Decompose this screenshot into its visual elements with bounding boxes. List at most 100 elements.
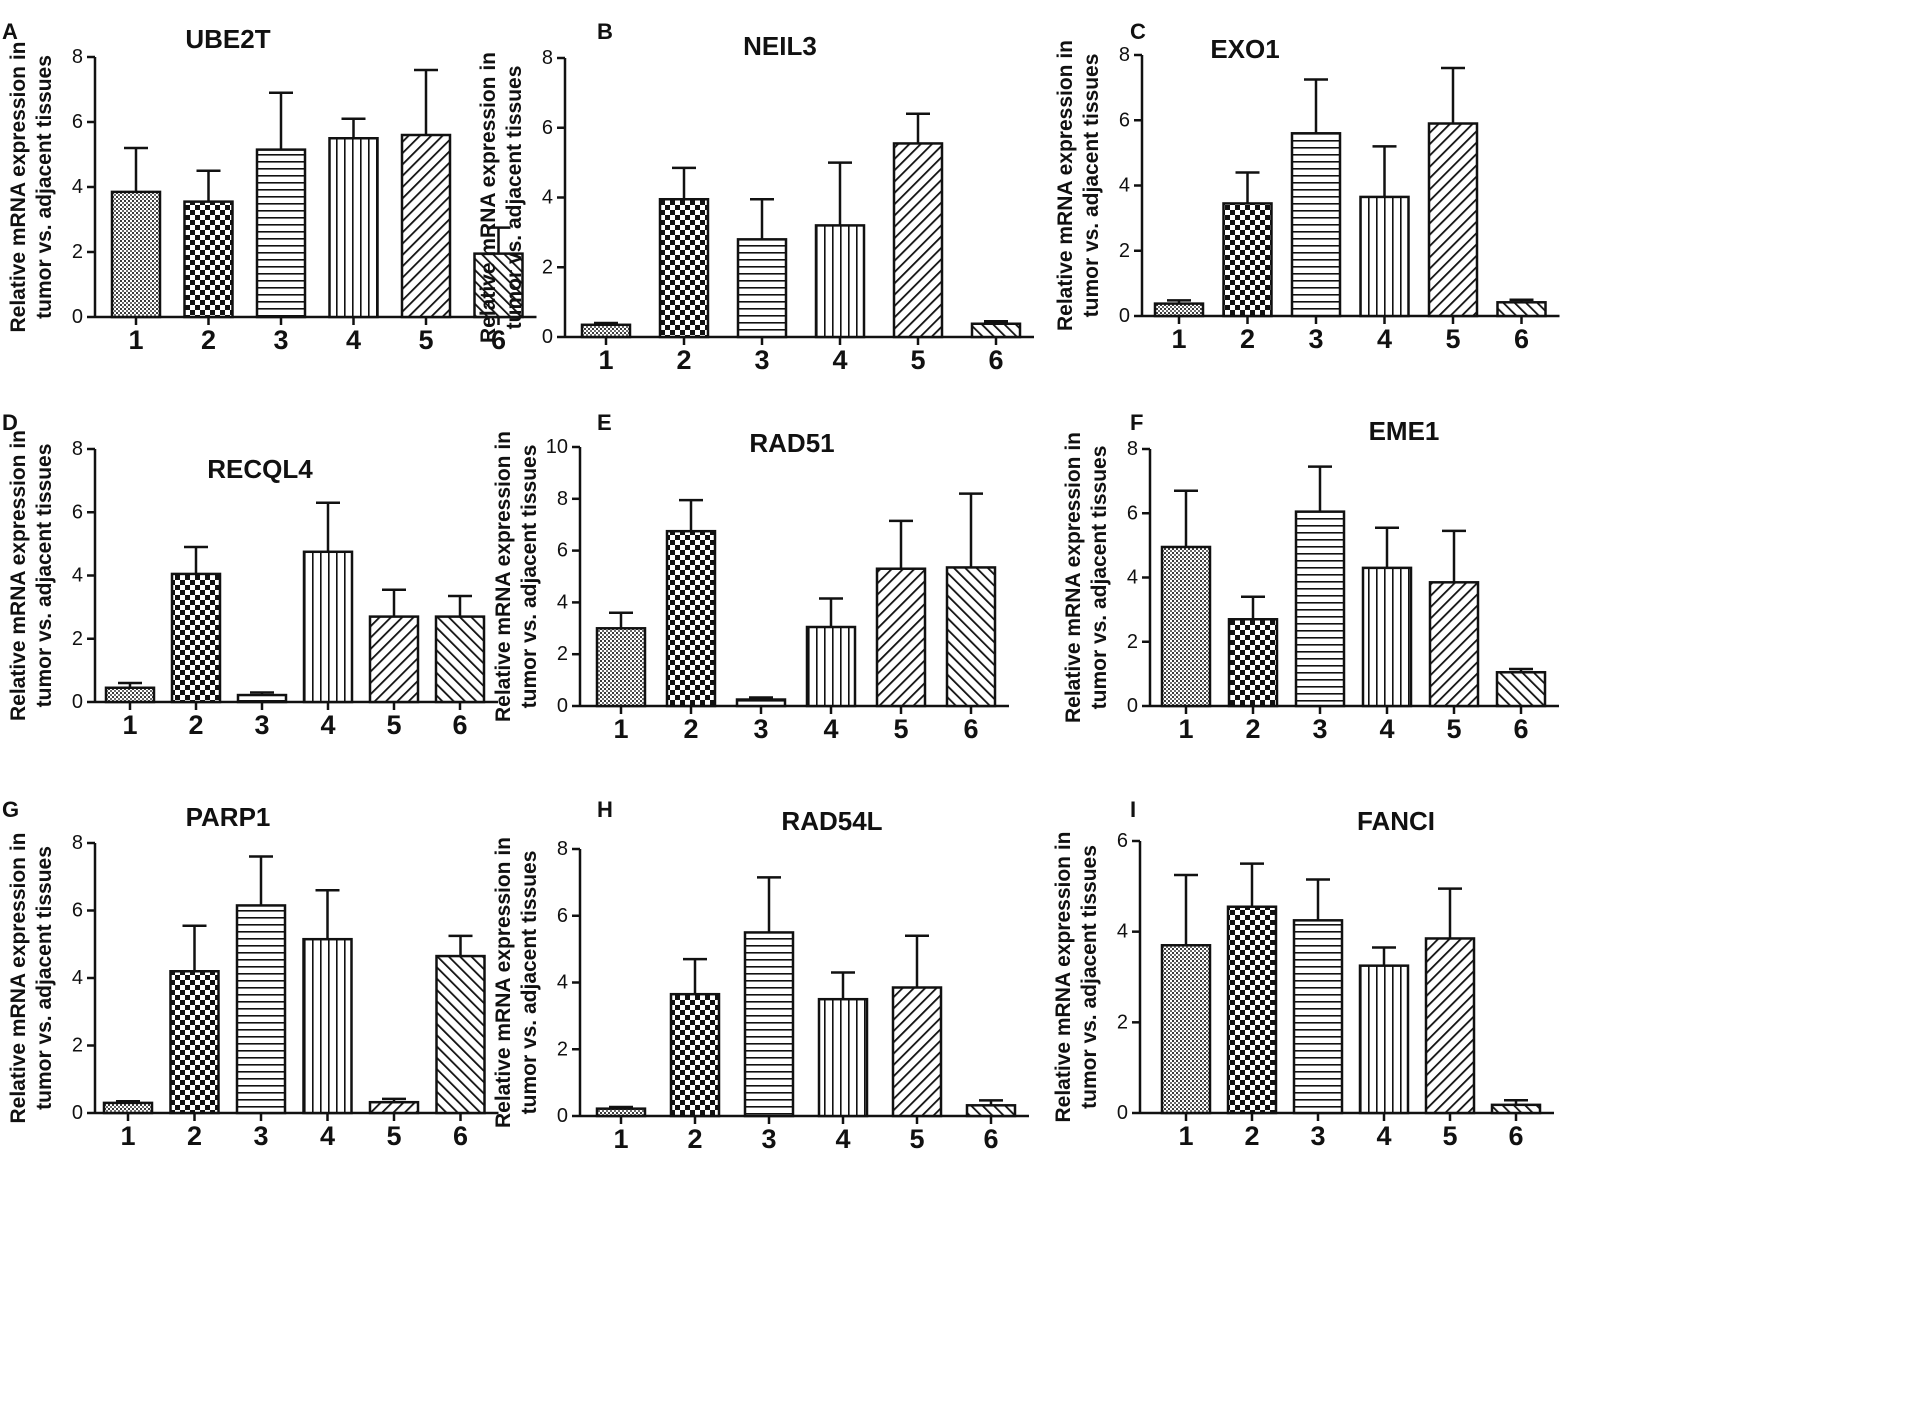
y-tick-label: 2: [557, 643, 568, 665]
bar-6: [434, 615, 486, 704]
bar-3: [743, 931, 795, 1118]
x-tick-label: 3: [273, 325, 288, 355]
bar-6: [1496, 301, 1547, 318]
bar-2: [170, 572, 222, 704]
y-tick-label: 6: [557, 905, 568, 927]
bar-3: [735, 698, 787, 708]
bar-2: [669, 992, 721, 1118]
bar-3: [736, 238, 788, 339]
x-tick-label: 6: [453, 1121, 468, 1151]
bar-1: [1160, 944, 1212, 1115]
bar-1: [580, 323, 632, 339]
x-tick-label: 5: [910, 345, 925, 375]
panel-letter: F: [1130, 410, 1143, 435]
bar-5: [368, 1100, 420, 1115]
x-tick-label: 5: [1445, 324, 1460, 354]
bar-3: [235, 904, 287, 1115]
bar-2: [169, 970, 220, 1115]
panel-letter: A: [2, 19, 18, 44]
y-tick-label: 6: [1117, 830, 1128, 852]
panel-letter: E: [597, 410, 612, 435]
x-tick-label: 5: [909, 1124, 924, 1154]
y-tick-label: 6: [72, 501, 83, 523]
x-tick-label: 2: [676, 345, 691, 375]
bar-5: [368, 615, 420, 704]
y-axis-label-line2: tumor vs. adjacent tissues: [1088, 446, 1111, 710]
y-tick-label: 0: [1127, 695, 1138, 717]
x-tick-label: 4: [823, 714, 838, 744]
x-tick-label: 4: [832, 345, 847, 375]
x-tick-label: 6: [1514, 324, 1529, 354]
y-tick-label: 4: [72, 967, 83, 989]
panel-i: I FANCI Relative mRNA expression in tumor v…: [1052, 797, 1554, 1151]
y-axis-label: Relative mRNA expression in tumor vs. adj…: [492, 431, 541, 722]
y-axis-label-line2: tumor vs. adjacent tissues: [1080, 54, 1103, 318]
panel-g: G PARP1 Relative mRNA expression in tumor v…: [2, 797, 499, 1151]
y-tick-label: 0: [557, 695, 568, 717]
y-tick-label: 4: [1117, 921, 1128, 943]
y-axis-label: Relative mRNA expression in tumor vs. adj…: [1062, 432, 1111, 723]
y-tick-label: 4: [542, 187, 553, 209]
y-tick-label: 4: [557, 972, 568, 994]
chart-title: RAD54L: [781, 806, 882, 836]
panel-b: B NEIL3 Relative mRNA expression in tumor v…: [477, 19, 1034, 375]
y-axis-label: Relative mRNA expression in tumor vs. adj…: [1052, 832, 1101, 1123]
y-tick-label: 4: [1127, 567, 1138, 589]
y-tick-label: 2: [72, 1035, 83, 1057]
x-tick-label: 2: [201, 325, 216, 355]
bar-6: [435, 954, 486, 1115]
panel-letter: D: [2, 410, 18, 435]
chart-title: PARP1: [186, 802, 271, 832]
x-tick-label: 4: [1379, 714, 1394, 744]
y-tick-label: 0: [542, 326, 553, 348]
y-tick-label: 0: [72, 306, 83, 328]
y-axis-label-line2: tumor vs. adjacent tissues: [33, 846, 56, 1110]
x-tick-label: 3: [1310, 1121, 1325, 1151]
chart-title: EXO1: [1210, 34, 1279, 64]
y-tick-label: 0: [557, 1105, 568, 1127]
y-axis-label-line1: Relative mRNA expression in: [1052, 832, 1075, 1123]
x-tick-label: 2: [1245, 714, 1260, 744]
bar-2: [658, 197, 710, 339]
y-tick-label: 8: [557, 488, 568, 510]
bar-5: [1424, 937, 1476, 1115]
y-axis-label-line1: Relative mRNA expression in: [492, 837, 515, 1128]
x-tick-label: 5: [386, 710, 401, 740]
x-tick-label: 6: [1508, 1121, 1523, 1151]
bar-6: [1490, 1103, 1542, 1115]
y-tick-label: 8: [72, 46, 83, 68]
y-axis-label-line2: tumor vs. adjacent tissues: [1078, 845, 1101, 1109]
chart-title: RAD51: [749, 428, 834, 458]
y-axis-label-line2: tumor vs. adjacent tissues: [33, 444, 56, 708]
x-tick-label: 2: [683, 714, 698, 744]
bar-6: [473, 252, 524, 319]
x-tick-label: 1: [1178, 1121, 1193, 1151]
x-tick-label: 1: [613, 1124, 628, 1154]
x-tick-label: 4: [320, 1121, 335, 1151]
bar-4: [302, 550, 354, 704]
x-tick-label: 1: [598, 345, 613, 375]
panel-c: C EXO1 Relative mRNA expression in tumor vs…: [1054, 19, 1560, 354]
y-axis-label-line1: Relative mRNA expression in: [7, 833, 30, 1124]
bar-6: [970, 322, 1022, 339]
y-axis-label-line2: tumor vs. adjacent tissues: [503, 66, 526, 330]
y-tick-label: 0: [72, 1102, 83, 1124]
y-tick-label: 2: [1117, 1011, 1128, 1033]
y-tick-label: 10: [546, 436, 568, 458]
bar-5: [892, 142, 944, 339]
panel-f: F EME1 Relative mRNA expression in tumor vs…: [1062, 410, 1559, 744]
bar-1: [595, 1107, 647, 1118]
bar-3: [1294, 510, 1346, 708]
y-tick-label: 4: [72, 176, 83, 198]
x-tick-label: 3: [253, 1121, 268, 1151]
bar-2: [1226, 905, 1278, 1115]
y-tick-label: 6: [72, 111, 83, 133]
bar-4: [805, 625, 857, 708]
bar-4: [1361, 566, 1413, 708]
x-tick-label: 1: [613, 714, 628, 744]
chart-title: NEIL3: [743, 31, 817, 61]
x-tick-label: 1: [128, 325, 143, 355]
bar-4: [328, 137, 379, 319]
y-tick-label: 6: [542, 117, 553, 139]
bar-4: [817, 997, 869, 1118]
